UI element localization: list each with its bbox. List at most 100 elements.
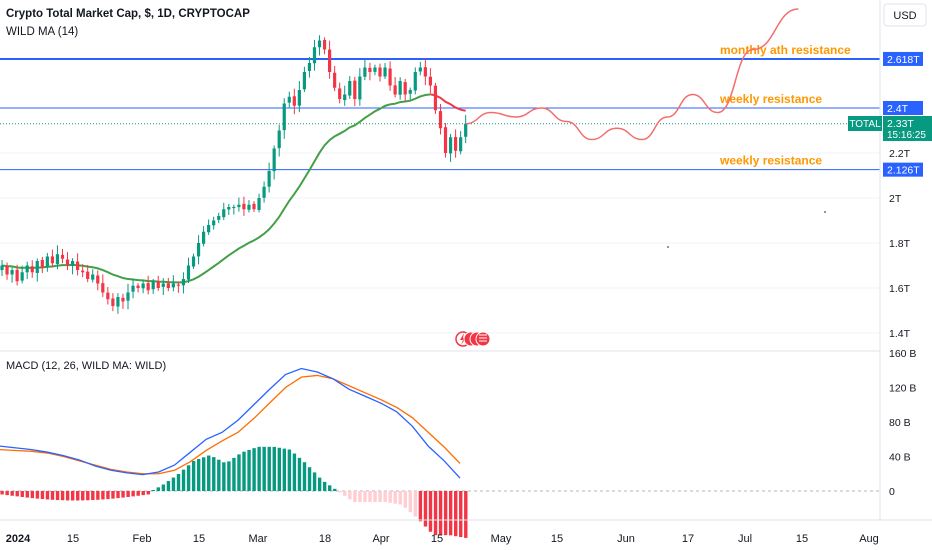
candle-body <box>443 127 448 153</box>
candle-body <box>348 81 352 96</box>
flag-stripes-icon <box>479 334 487 342</box>
candle-body <box>101 283 105 293</box>
candle-body <box>378 67 382 77</box>
candle-body <box>126 292 130 301</box>
time-axis-label: 15 <box>551 533 563 545</box>
price-axis: 2.2T 2T 1.8T 1.6T 1.4T <box>889 148 911 340</box>
candle-body <box>141 283 145 289</box>
candle-body <box>60 254 65 259</box>
macd-histogram-bar <box>65 491 70 501</box>
macd-histogram-bar <box>348 491 352 500</box>
macd-histogram-bar <box>101 491 105 500</box>
lightning-glyph-icon <box>460 333 466 345</box>
candle-body <box>176 284 180 286</box>
candle-body <box>343 94 347 101</box>
macd-axis: 160 B 120 B 80 B 40 B 0 <box>889 348 916 498</box>
macd-histogram-bar <box>171 477 176 491</box>
macd-histogram-bar <box>121 491 125 498</box>
macd-histogram-bar <box>257 446 261 491</box>
candle-body <box>338 88 342 99</box>
macd-histogram-bar <box>15 491 19 497</box>
macd-histogram-bar <box>408 491 413 513</box>
bar-countdown: 15:16:25 <box>887 130 926 141</box>
macd-histogram-bar <box>368 491 372 503</box>
candle-body <box>383 67 387 77</box>
candle-body <box>91 274 95 280</box>
macd-histogram-bar <box>232 457 236 491</box>
candle-body <box>191 256 196 267</box>
macd-histogram-bar <box>196 459 201 491</box>
candle-body <box>373 67 377 72</box>
macd-histogram-bar <box>217 459 221 491</box>
macd-histogram-bar <box>5 491 9 496</box>
candle-body <box>161 283 165 287</box>
macd-histogram-bar <box>438 491 443 536</box>
candle-body <box>282 103 286 131</box>
candle-body <box>307 63 312 71</box>
candle-body <box>5 266 9 275</box>
total-symbol-badge <box>848 116 882 131</box>
macd-histogram-bar <box>176 473 181 491</box>
candle-body <box>252 203 256 210</box>
candle-body <box>181 279 186 286</box>
macd-histogram-bar <box>459 491 463 538</box>
candle-body <box>96 275 100 284</box>
macd-histogram-bar <box>297 457 302 491</box>
candle-body <box>272 148 276 172</box>
macd-line <box>0 367 461 479</box>
macd-histogram-bar <box>156 487 161 491</box>
candle-body <box>50 256 54 264</box>
macd-histogram-bar <box>448 491 453 536</box>
macd-histogram-bar <box>191 460 196 491</box>
macd-histogram-bar <box>207 455 211 491</box>
candle-body <box>131 285 135 292</box>
candle-body <box>257 198 261 210</box>
level-annotation: weekly resistance <box>719 92 822 106</box>
candle-body <box>312 47 317 64</box>
macd-histogram-bar <box>307 467 312 491</box>
candle-body <box>222 209 226 218</box>
macd-histogram-bar <box>247 449 251 491</box>
candle-body <box>368 67 372 72</box>
macd-histogram-bar <box>464 491 468 538</box>
price-tick-label: 1.8T <box>889 238 911 250</box>
macd-histogram-bar <box>222 462 226 491</box>
macd-histogram-bar <box>393 491 397 504</box>
candle-body <box>146 283 150 291</box>
candle-body <box>403 82 407 95</box>
macd-histogram-bar <box>20 491 24 497</box>
candle-body <box>151 281 155 290</box>
macd-histogram-bar <box>262 446 266 491</box>
candle-body <box>35 261 39 273</box>
macd-histogram-bar <box>212 457 216 491</box>
candle-body <box>262 186 266 198</box>
candle-body <box>292 96 296 106</box>
candle-body <box>398 81 402 95</box>
candle-body <box>136 285 140 288</box>
candle-body <box>196 243 201 257</box>
candles <box>0 35 468 314</box>
level-badge <box>883 162 923 177</box>
price-tick-label: 1.4T <box>889 328 911 340</box>
flag-event-icon-3[interactable] <box>475 331 491 347</box>
candle-body <box>459 137 463 152</box>
macd-tick-label: 40 B <box>889 452 911 464</box>
time-axis-label: 15 <box>796 533 808 545</box>
macd-histogram-bar <box>60 491 65 501</box>
macd-histogram-bar <box>328 485 332 491</box>
macd-histogram-bar <box>70 491 75 501</box>
macd-histogram-bar <box>40 491 45 500</box>
candle-body <box>121 297 125 302</box>
macd-histogram-bar <box>378 491 382 503</box>
candle-body <box>277 130 281 149</box>
candle-body <box>232 207 236 208</box>
event-icons[interactable] <box>455 331 491 347</box>
candle-body <box>81 270 85 273</box>
macd-histogram-bar <box>272 446 276 491</box>
total-symbol-label: TOTAL <box>849 119 881 130</box>
currency-button[interactable]: USD <box>883 3 927 27</box>
candle-body <box>242 203 246 210</box>
macd-histogram-bar <box>252 448 256 491</box>
